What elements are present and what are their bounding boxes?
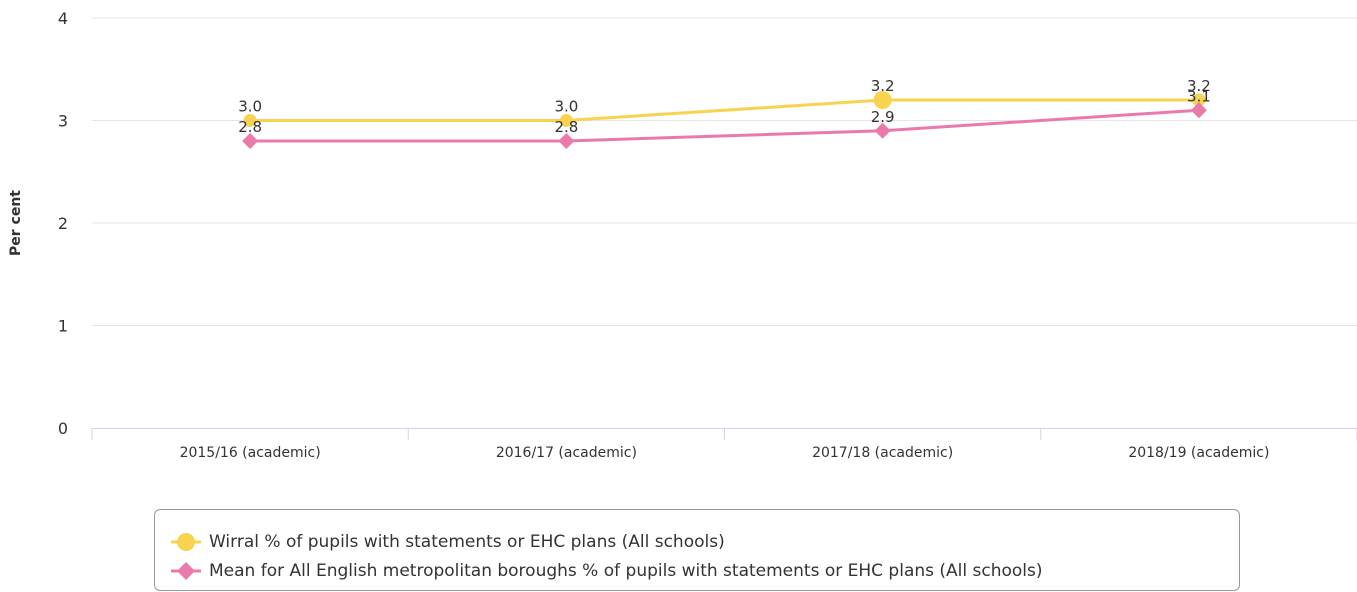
- data-point-marker[interactable]: [242, 133, 259, 149]
- series-2: 2.8 2.8 2.9 3.1: [238, 87, 1211, 149]
- y-axis-ticks: 0 1 2 3 4: [58, 9, 68, 438]
- x-tick-label: 2018/19 (academic): [1128, 445, 1269, 461]
- data-point-marker[interactable]: [558, 133, 575, 149]
- data-label: 3.2: [1187, 77, 1211, 95]
- legend-label: Mean for All English metropolitan boroug…: [209, 560, 1043, 581]
- data-label: 3.1: [1187, 87, 1211, 105]
- x-tick-label: 2015/16 (academic): [180, 445, 321, 461]
- diamond-marker-icon: [171, 561, 201, 580]
- legend-label: Wirral % of pupils with statements or EH…: [209, 531, 725, 552]
- data-point-marker[interactable]: [559, 114, 573, 127]
- y-tick-label: 2: [58, 214, 68, 233]
- x-tick-label: 2017/18 (academic): [812, 445, 953, 461]
- data-label: 2.8: [554, 118, 578, 136]
- data-label: 2.9: [871, 108, 895, 126]
- line-chart: 0 1 2 3 4 2015/16 (academic) 2016/17 (academi…: [8, 9, 1357, 461]
- gridlines: [92, 17, 1357, 326]
- data-point-marker[interactable]: [1192, 93, 1206, 107]
- data-label: 3.0: [238, 98, 262, 116]
- series-line: [250, 108, 1199, 143]
- data-point-marker[interactable]: [1190, 102, 1207, 119]
- series-group: 3.0 3.0 3.2 3.2 2.8 2.8 2.9 3.1: [238, 77, 1211, 149]
- data-label: 2.8: [238, 118, 262, 136]
- y-tick-label: 1: [58, 317, 68, 336]
- legend-item-series-2[interactable]: Mean for All English metropolitan boroug…: [171, 556, 1239, 585]
- x-tick-label: 2016/17 (academic): [496, 445, 637, 461]
- legend-item-series-1[interactable]: Wirral % of pupils with statements or EH…: [171, 527, 1239, 556]
- series-line: [250, 98, 1199, 122]
- y-tick-label: 3: [58, 112, 68, 131]
- data-point-marker[interactable]: [873, 91, 892, 109]
- legend: Wirral % of pupils with statements or EH…: [154, 509, 1240, 591]
- data-point-marker[interactable]: [243, 114, 257, 127]
- data-label: 3.0: [554, 98, 578, 116]
- y-tick-label: 4: [58, 9, 68, 28]
- y-axis-title: Per cent: [8, 190, 24, 256]
- series-1: 3.0 3.0 3.2 3.2: [238, 77, 1211, 127]
- x-axis-ticks: 2015/16 (academic) 2016/17 (academic) 2017…: [91, 428, 1357, 461]
- circle-marker-icon: [171, 532, 201, 551]
- y-tick-label: 0: [58, 419, 68, 438]
- data-label: 3.2: [871, 77, 895, 95]
- data-point-marker[interactable]: [874, 122, 891, 139]
